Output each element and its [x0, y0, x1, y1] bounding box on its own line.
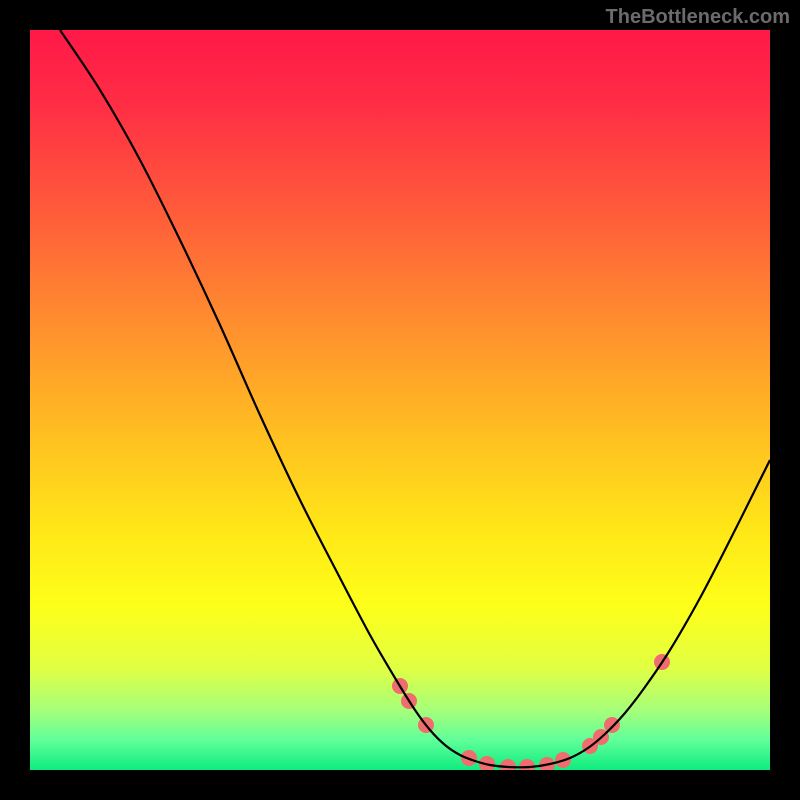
watermark-text: TheBottleneck.com — [606, 6, 790, 29]
curve-marker — [604, 717, 620, 733]
marker-group — [392, 654, 670, 770]
chart-curve-layer — [30, 30, 770, 770]
curve-marker — [500, 759, 516, 770]
chart-plot-area — [30, 30, 770, 770]
